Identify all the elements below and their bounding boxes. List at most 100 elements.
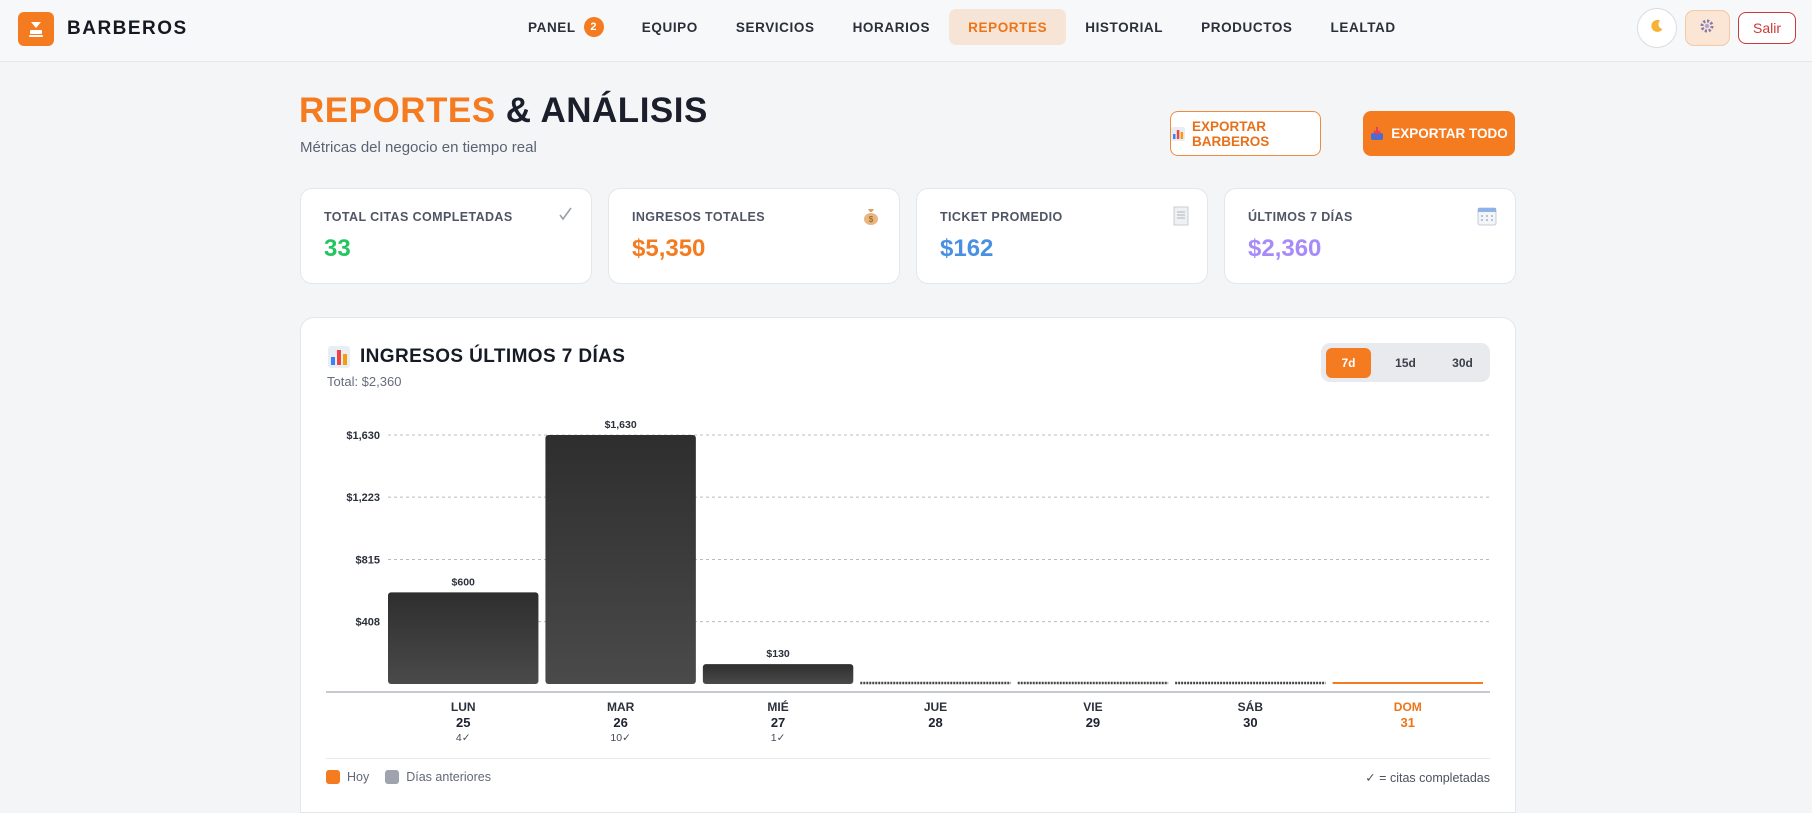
nav-item-horarios[interactable]: HORARIOS (834, 9, 950, 45)
nav-item-servicios[interactable]: SERVICIOS (717, 9, 834, 45)
gear-icon (1699, 18, 1715, 39)
x-day-label: MIÉ (767, 699, 788, 714)
stat-label: INGRESOS TOTALES (632, 210, 766, 224)
check-icon (557, 206, 573, 227)
range-7d-button[interactable]: 7d (1326, 348, 1371, 378)
nav-item-equipo[interactable]: EQUIPO (623, 9, 717, 45)
nav-label: HORARIOS (852, 19, 931, 35)
completed-count: 1✓ (771, 732, 786, 744)
chart-title: INGRESOS ÚLTIMOS 7 DÍAS (328, 346, 625, 368)
x-day-label: VIE (1083, 700, 1102, 714)
stat-label: ÚLTIMOS 7 DÍAS (1248, 210, 1353, 224)
x-day-label: LUN (451, 700, 476, 714)
range-selector: 7d 15d 30d (1321, 343, 1490, 382)
bar-mar[interactable] (545, 435, 696, 684)
export-all-button[interactable]: EXPORTAR TODO (1363, 111, 1515, 156)
completed-count: 4✓ (456, 732, 471, 744)
bar-value-label: $130 (766, 648, 790, 660)
legend-swatch-today (326, 770, 340, 784)
revenue-chart-card (300, 317, 1516, 813)
title-rest: & ANÁLISIS (505, 91, 708, 130)
export-barbers-label: EXPORTAR BARBEROS (1192, 118, 1270, 149)
settings-button[interactable] (1684, 10, 1730, 46)
x-day-label: MAR (607, 700, 635, 714)
receipt-icon (1173, 206, 1189, 231)
y-tick-label: $1,630 (346, 430, 380, 442)
legend-divider (326, 758, 1490, 759)
nav-label: EQUIPO (641, 19, 698, 35)
nav-label: SERVICIOS (735, 19, 815, 35)
bar-lun[interactable] (388, 592, 539, 684)
legend-item-today: Hoy (326, 770, 369, 784)
bar-chart-icon (1171, 126, 1185, 141)
title-accent: REPORTES (299, 91, 496, 130)
nav-item-lealtad[interactable]: LEALTAD (1312, 9, 1415, 45)
export-all-label: EXPORTAR TODO (1391, 126, 1508, 141)
moon-icon (1649, 18, 1665, 39)
stat-value: $5,350 (632, 235, 706, 262)
x-day-number: 27 (771, 715, 785, 730)
bar-value-label: $600 (452, 576, 476, 588)
legend-label: Días anteriores (406, 770, 491, 784)
legend-label: Hoy (347, 770, 370, 784)
chart-legend: Hoy Días anteriores (326, 770, 507, 784)
nav-label: PANEL (528, 19, 576, 35)
x-day-label: SÁB (1238, 699, 1264, 714)
stat-value: $2,360 (1248, 235, 1322, 262)
stat-label: TICKET PROMEDIO (940, 210, 1063, 224)
nav-item-reportes[interactable]: REPORTES (949, 9, 1067, 45)
stat-card-last7: ÚLTIMOS 7 DÍAS $2,360 (1224, 188, 1516, 284)
completed-count: 10✓ (610, 732, 630, 744)
brand-name: BARBEROS (67, 18, 188, 39)
nav-label: REPORTES (968, 19, 1048, 35)
y-tick-label: $1,223 (346, 492, 380, 504)
nav-item-historial[interactable]: HISTORIAL (1066, 9, 1182, 45)
bar-value-label: $1,630 (605, 419, 637, 431)
legend-item-previous: Días anteriores (385, 770, 491, 784)
calendar-icon (1477, 206, 1497, 231)
y-tick-label: $815 (356, 555, 380, 567)
stat-value: 33 (324, 235, 351, 262)
x-day-number: 26 (613, 715, 627, 730)
chart-title-text: INGRESOS ÚLTIMOS 7 DÍAS (360, 346, 626, 367)
nav-label: LEALTAD (1330, 19, 1396, 35)
page-subtitle: Métricas del negocio en tiempo real (300, 139, 537, 156)
page-title: REPORTES & ANÁLISIS (299, 91, 708, 131)
nav-item-panel[interactable]: PANEL 2 (509, 9, 623, 45)
range-15d-button[interactable]: 15d (1395, 356, 1416, 370)
stat-card-completed: TOTAL CITAS COMPLETADAS 33 (300, 188, 592, 284)
legend-note: ✓ = citas completadas (1365, 771, 1490, 785)
notification-badge: 2 (583, 17, 604, 37)
y-tick-label: $408 (356, 617, 380, 629)
range-30d-button[interactable]: 30d (1452, 356, 1473, 370)
nav-label: PRODUCTOS (1201, 19, 1293, 35)
nav-label: HISTORIAL (1085, 19, 1164, 35)
inbox-download-icon (1370, 126, 1384, 141)
bar-mié[interactable] (702, 664, 854, 684)
chart-subtitle: Total: $2,360 (327, 374, 402, 389)
svg-text:$: $ (869, 215, 874, 224)
nav-item-productos[interactable]: PRODUCTOS (1182, 9, 1311, 45)
x-day-number: 31 (1401, 715, 1415, 730)
nav-actions: Salir (1636, 8, 1796, 48)
stat-card-revenue: INGRESOS TOTALES $5,350 $ (608, 188, 900, 284)
brand[interactable]: BARBEROS (18, 12, 188, 46)
stat-value: $162 (940, 235, 994, 262)
stat-label: TOTAL CITAS COMPLETADAS (324, 210, 513, 224)
logout-button[interactable]: Salir (1737, 12, 1796, 44)
x-day-number: 29 (1086, 715, 1100, 730)
bar-chart-icon (328, 346, 350, 368)
theme-toggle-button[interactable] (1636, 8, 1677, 48)
export-barbers-button[interactable]: EXPORTAR BARBEROS (1170, 111, 1321, 156)
top-navbar: BARBEROS PANEL 2 EQUIPO SERVICIOS HORARI… (0, 0, 1812, 62)
barber-chair-icon (18, 12, 54, 46)
x-day-number: 30 (1243, 715, 1257, 730)
x-day-number: 28 (928, 715, 942, 730)
main-nav: PANEL 2 EQUIPO SERVICIOS HORARIOS REPORT… (509, 9, 1415, 45)
legend-swatch-previous (385, 770, 400, 784)
x-day-label: DOM (1394, 700, 1422, 714)
x-day-number: 25 (456, 715, 470, 730)
stat-card-ticket: TICKET PROMEDIO $162 (916, 188, 1208, 284)
money-bag-icon: $ (861, 206, 881, 231)
